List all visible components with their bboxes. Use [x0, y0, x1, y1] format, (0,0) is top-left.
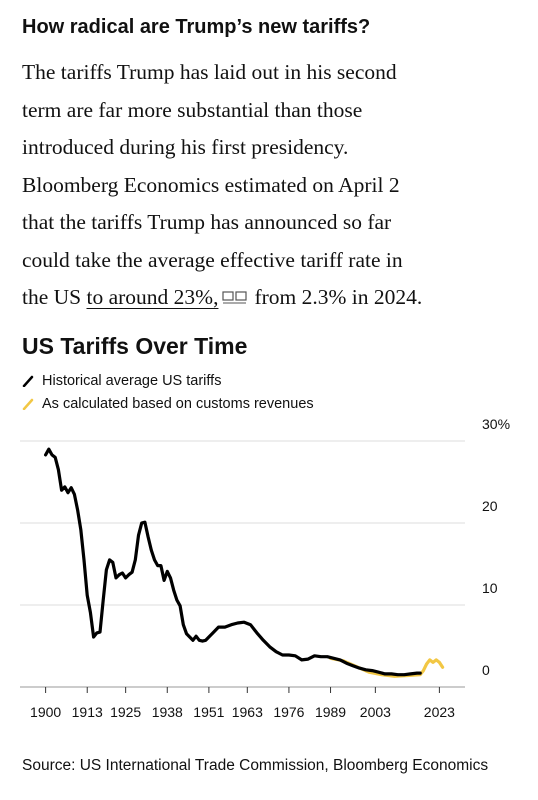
legend-swatch — [22, 398, 34, 410]
link[interactable]: to around 23%, — [86, 285, 219, 309]
x-tick-label: 1951 — [193, 704, 224, 720]
paragraph-line: could take the average effective tariff … — [22, 247, 403, 272]
x-tick-label: 1913 — [72, 704, 103, 720]
x-tick-label: 1963 — [232, 704, 263, 720]
chart-title: US Tariffs Over Time — [22, 333, 248, 359]
paragraph-line: that the tariffs Trump has announced so … — [22, 210, 392, 234]
link-icon[interactable] — [222, 290, 248, 304]
legend-label: Historical average US tariffs — [42, 372, 222, 389]
x-tick-label: 2003 — [360, 704, 391, 720]
x-tick-label: 1925 — [110, 704, 141, 720]
y-tick-label: 30% — [482, 416, 510, 432]
y-tick-label: 0 — [482, 662, 490, 678]
paragraph-line: the US to around 23%, from 2.3% in 2024. — [22, 279, 422, 317]
text: the US — [22, 285, 82, 309]
paragraph: The tariffs Trump has laid out in his se… — [22, 54, 422, 317]
text: from 2.3% in 2024. — [254, 285, 423, 309]
chart: 0 10 20 30% 1900 1913 1925 1938 1951 1963 1976 1989… — [20, 416, 510, 720]
series-line — [44, 447, 422, 677]
y-tick-label: 20 — [482, 498, 498, 514]
legend-mark — [22, 398, 34, 410]
legend-mark — [22, 375, 34, 387]
legend-item: Historical average US tariffs — [22, 369, 314, 392]
x-tick-label: 1976 — [273, 704, 304, 720]
x-tick-label: 1900 — [30, 704, 61, 720]
x-tick-label: 1989 — [315, 704, 346, 720]
paragraph-line: term are far more substantial than those — [22, 97, 363, 122]
y-tick-label: 10 — [482, 580, 498, 596]
x-tick-label: 1938 — [152, 704, 183, 720]
headline: How radical are Trump’s new tariffs? — [22, 16, 371, 38]
legend-swatch — [22, 375, 34, 387]
legend-item: As calculated based on customs revenues — [22, 392, 314, 415]
legend-label: As calculated based on customs revenues — [42, 395, 314, 412]
x-tick-label: 2023 — [424, 704, 455, 720]
paragraph-line: The tariffs Trump has laid out in his se… — [22, 60, 397, 84]
legend: Historical average US tariffs As calculat… — [22, 369, 314, 415]
paragraph-line: Bloomberg Economics estimated on April 2 — [22, 172, 400, 197]
paragraph-line: introduced during his first presidency. — [22, 135, 349, 159]
source: Source: US International Trade Commissio… — [22, 757, 489, 774]
